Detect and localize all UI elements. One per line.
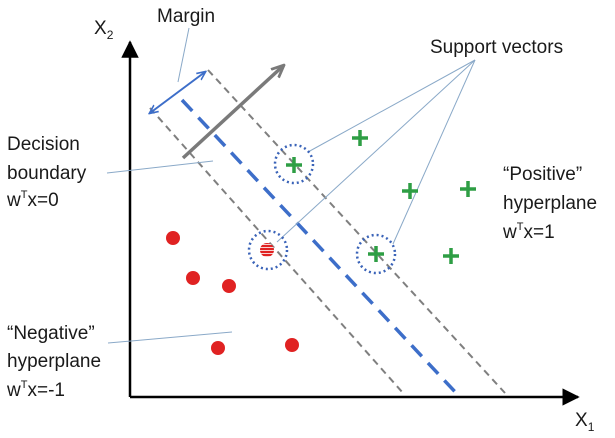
negative-hyperplane-label: “Negative” hyperplane wTx=-1 <box>6 323 101 401</box>
positive-support-point <box>368 246 384 262</box>
margin-width-arrow <box>150 72 205 113</box>
leader-lines <box>106 27 476 344</box>
negative-point <box>285 338 299 352</box>
negative-hyperplane-line <box>149 107 404 394</box>
negative-point <box>166 231 180 245</box>
positive-hyperplane-line <box>207 69 506 394</box>
decision-label-line1: Decision <box>7 134 80 155</box>
y-axis-label: X2 <box>94 18 114 42</box>
sv-leader-1 <box>307 59 476 153</box>
positive-support-point <box>286 157 302 173</box>
decision-boundary-label: Decision boundary wTx=0 <box>6 134 87 211</box>
decision-label-equation: wTx=0 <box>6 189 59 211</box>
sv-leader-2 <box>276 59 476 243</box>
axes: X2 X1 <box>94 18 595 434</box>
margin-leader <box>177 27 190 83</box>
positive-point <box>460 181 476 197</box>
positive-point <box>443 248 459 264</box>
x-axis-label: X1 <box>575 410 595 434</box>
support-vectors-label: Support vectors <box>430 37 563 58</box>
negative-leader <box>107 331 233 344</box>
decision-label-line2: boundary <box>7 163 87 184</box>
positive-label-line1: “Positive” <box>503 164 582 185</box>
margin-hyperplanes <box>149 69 506 394</box>
negative-label-line2: hyperplane <box>7 351 101 372</box>
positive-hyperplane-label: “Positive” hyperplane wTx=1 <box>502 164 597 243</box>
negative-point <box>186 271 200 285</box>
sv-leader-3 <box>392 59 476 245</box>
decision-leader <box>106 160 214 174</box>
positive-label-line2: hyperplane <box>503 193 597 214</box>
negative-support-point <box>260 243 274 257</box>
support-vector-circle <box>355 233 397 275</box>
support-vector-circles <box>247 143 397 275</box>
negative-label-equation: wTx=-1 <box>6 379 65 401</box>
negative-label-line1: “Negative” <box>7 323 95 344</box>
support-vector-circle <box>273 143 315 185</box>
normal-vector-arrow <box>181 66 283 160</box>
positive-points <box>286 130 476 264</box>
margin-label: Margin <box>157 6 215 27</box>
negative-point <box>211 341 225 355</box>
negative-points <box>166 231 299 355</box>
positive-point <box>352 130 368 146</box>
positive-label-equation: wTx=1 <box>502 221 555 243</box>
positive-point <box>402 183 418 199</box>
decision-boundary-line <box>180 98 460 397</box>
negative-point <box>222 279 236 293</box>
support-vector-circle <box>247 229 289 271</box>
